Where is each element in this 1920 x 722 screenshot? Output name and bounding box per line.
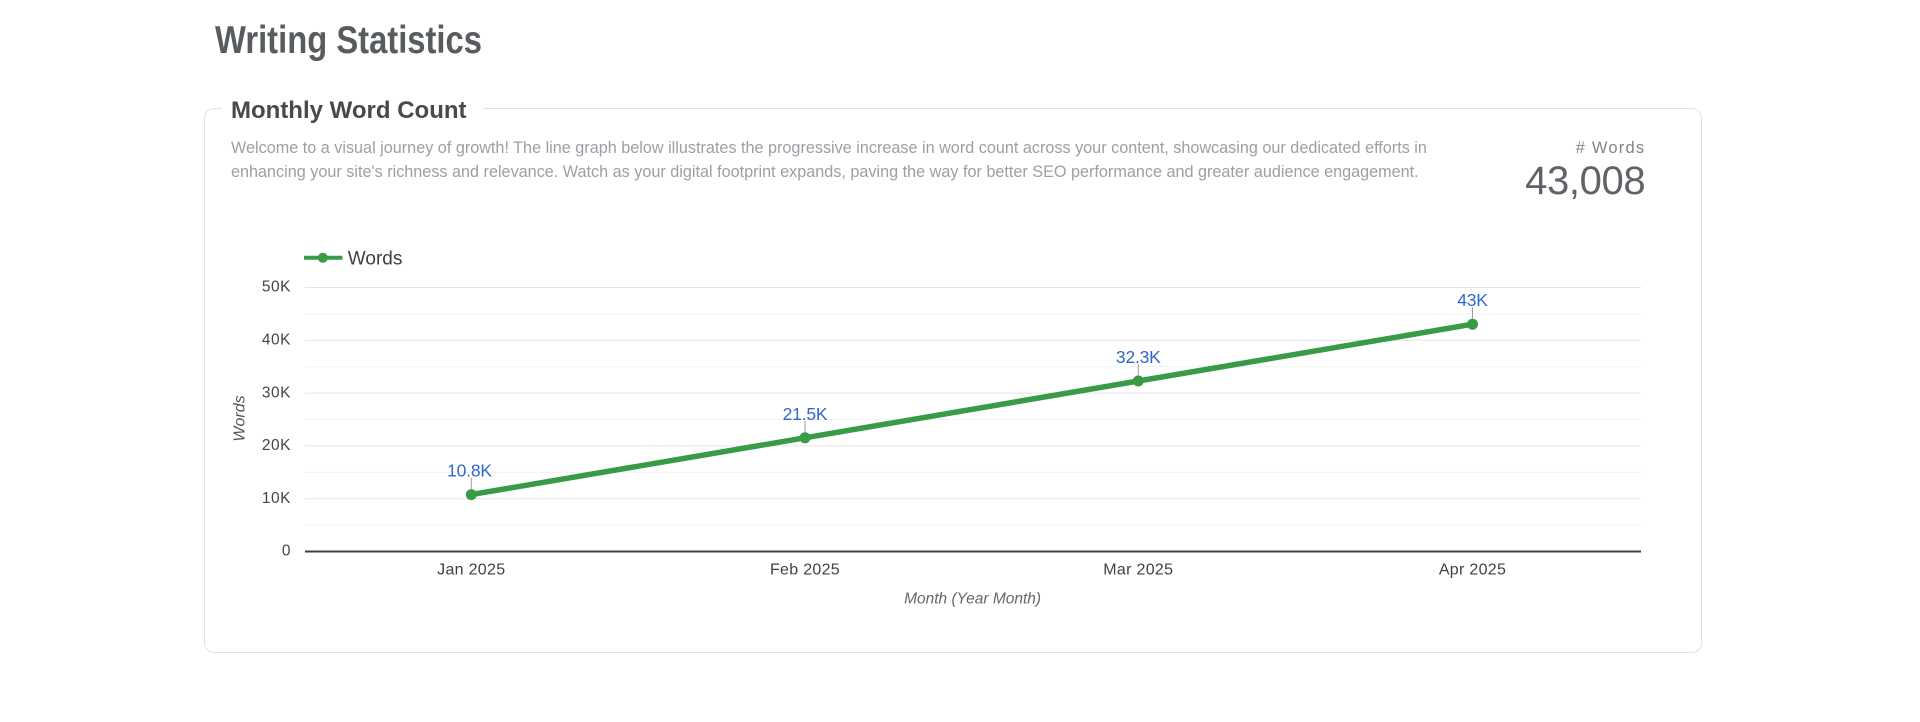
svg-text:Mar 2025: Mar 2025 — [1103, 562, 1173, 579]
svg-text:20K: 20K — [262, 437, 291, 454]
svg-text:40K: 40K — [262, 332, 291, 349]
svg-text:30K: 30K — [262, 384, 291, 401]
svg-text:Month (Year Month): Month (Year Month) — [904, 591, 1041, 608]
svg-text:Words: Words — [232, 395, 249, 441]
svg-text:Words: Words — [348, 248, 403, 269]
svg-text:50K: 50K — [262, 279, 291, 296]
svg-text:10.8K: 10.8K — [447, 461, 492, 481]
svg-text:Jan 2025: Jan 2025 — [437, 562, 505, 579]
svg-text:10K: 10K — [262, 490, 291, 507]
svg-text:32.3K: 32.3K — [1116, 347, 1161, 367]
svg-text:43K: 43K — [1457, 290, 1488, 310]
svg-text:Apr 2025: Apr 2025 — [1439, 562, 1506, 579]
svg-text:Feb 2025: Feb 2025 — [770, 562, 840, 579]
svg-text:21.5K: 21.5K — [783, 404, 828, 424]
svg-text:0: 0 — [282, 543, 291, 560]
